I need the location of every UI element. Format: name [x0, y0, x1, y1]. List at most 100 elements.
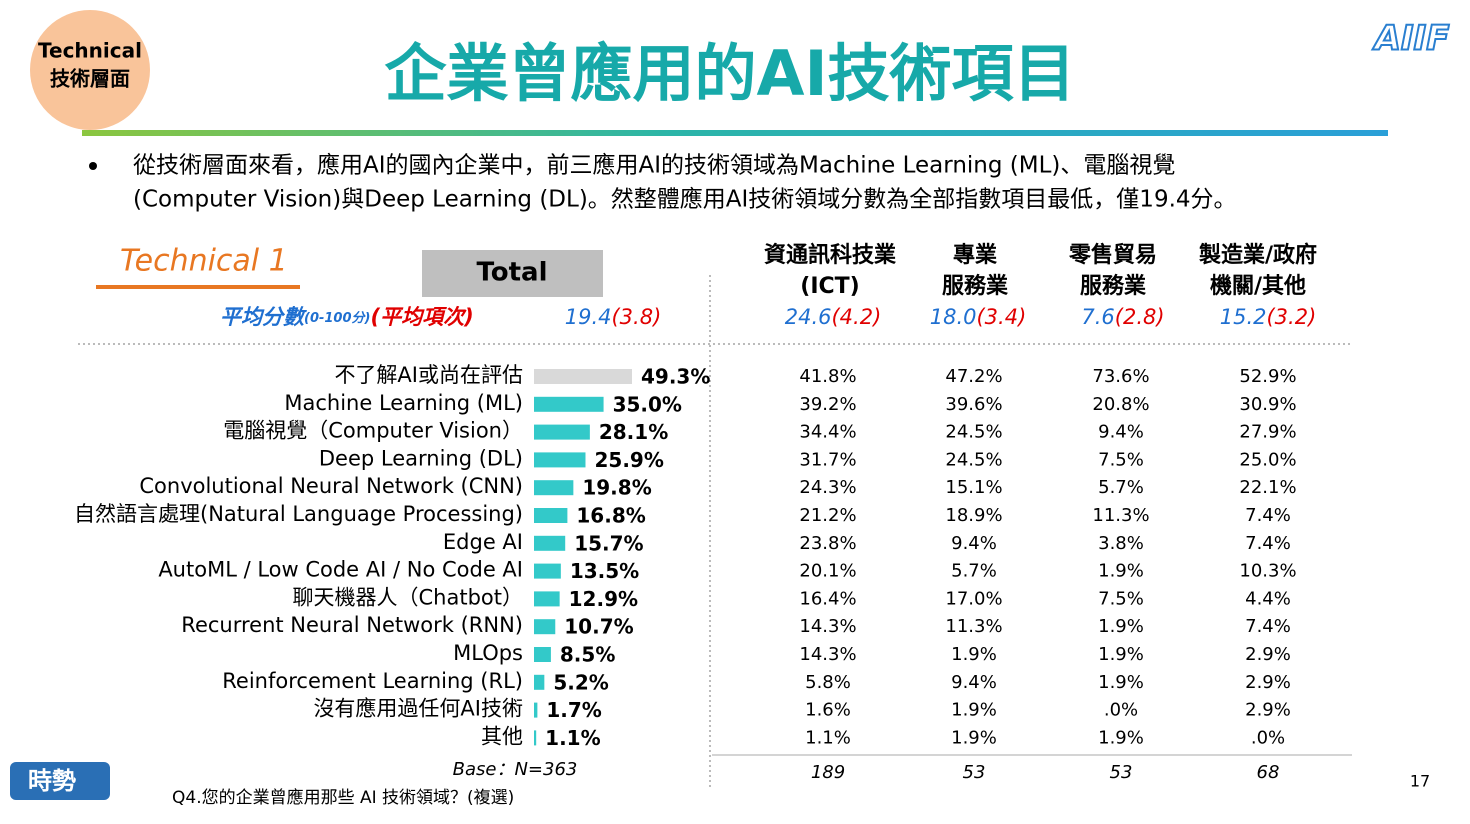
table-cell: 1.9% [1098, 616, 1144, 637]
score-value: 18.0 [930, 305, 977, 329]
badge-text: 技術層面 [50, 67, 130, 91]
score-rank: (4.2) [831, 305, 881, 329]
table-cell: 20.1% [799, 561, 856, 582]
bar [534, 535, 566, 551]
table-cell: 7.4% [1245, 505, 1291, 526]
table-cell: 1.1% [805, 727, 851, 748]
bar [534, 369, 632, 384]
page-number: 17 [1410, 772, 1430, 791]
table-cell: 1.6% [805, 700, 851, 721]
score-rank: (2.8) [1115, 305, 1165, 329]
column-header: 資通訊科技業 [764, 242, 897, 268]
bar [534, 452, 586, 468]
score-label: 平均分數(0-100分)(平均項次) [220, 305, 474, 329]
value-label: 1.1% [545, 726, 600, 750]
table-cell: 1.9% [951, 700, 997, 721]
table-cell: 2.9% [1245, 644, 1291, 665]
table-cell: 4.4% [1245, 588, 1291, 609]
bullet-text: 從技術層面來看，應用AI的國內企業中，前三應用AI的技術領域為Machine L… [133, 153, 1175, 179]
score-value: 19.4 [565, 305, 612, 329]
value-label: 5.2% [553, 670, 608, 694]
table-cell: 18.9% [945, 505, 1002, 526]
bar [534, 480, 574, 496]
table-cell: 23.8% [799, 533, 856, 554]
table-cell: 24.3% [799, 477, 856, 498]
table-cell: 5.7% [951, 561, 997, 582]
table-cell: 21.2% [799, 505, 856, 526]
column-header: 機關/其他 [1210, 274, 1306, 299]
table-cell: 31.7% [799, 449, 856, 470]
table-cell: 1.9% [1098, 644, 1144, 665]
table-cell: 24.5% [945, 449, 1002, 470]
base-cell: 189 [811, 762, 845, 783]
category-label: Convolutional Neural Network (CNN) [139, 474, 523, 498]
category-label: Deep Learning (DL) [319, 446, 523, 470]
value-label: 25.9% [594, 448, 663, 472]
category-label: 其他 [481, 724, 523, 748]
table-cell: 7.5% [1098, 588, 1144, 609]
bullet-text: (Computer Vision)與Deep Learning (DL)。然整體… [133, 187, 1237, 213]
total-box [422, 250, 603, 297]
category-label: 電腦視覺（Computer Vision） [223, 419, 523, 443]
badge-text: Technical [38, 39, 142, 63]
table-cell: 1.9% [1098, 727, 1144, 748]
base-cell: Base：N=363 [453, 759, 578, 780]
score: 24.6(4.2) [785, 305, 882, 329]
table-cell: 7.4% [1245, 616, 1291, 637]
table-cell: 16.4% [799, 588, 856, 609]
table-cell: 1.9% [951, 644, 997, 665]
category-label: 聊天機器人（Chatbot） [293, 585, 524, 609]
divider [82, 130, 1388, 136]
table-cell: 5.7% [1098, 477, 1144, 498]
table-cell: 34.4% [799, 422, 856, 443]
score-rank: (3.4) [976, 305, 1026, 329]
value-label: 10.7% [564, 615, 633, 639]
table-cell: 14.3% [799, 644, 856, 665]
section: Technical 1 [120, 244, 288, 279]
column-header: 服務業 [942, 273, 1009, 299]
title: 企業曾應用的AI技術項目 [384, 37, 1075, 110]
bullet-dot [89, 162, 97, 170]
bar [534, 563, 561, 579]
column-header: 服務業 [1080, 273, 1147, 299]
brand: 時勢 [28, 767, 76, 795]
table-cell: 10.3% [1239, 561, 1296, 582]
category-label: 沒有應用過任何AI技術 [313, 697, 523, 721]
category-label: MLOps [453, 641, 523, 665]
base-cell: 68 [1257, 762, 1280, 783]
score-rank: (3.2) [1266, 305, 1316, 329]
table-cell: 41.8% [799, 366, 856, 387]
table-cell: 47.2% [945, 366, 1002, 387]
footnote: Q4.您的企業曾應用那些 AI 技術領域？(複選) [172, 787, 514, 808]
total-header: Total [476, 258, 547, 288]
table-cell: 14.3% [799, 616, 856, 637]
value-label: 8.5% [560, 643, 615, 667]
category-label: Edge AI [443, 530, 523, 554]
table-cell: 11.3% [945, 616, 1002, 637]
category-label: Machine Learning (ML) [284, 391, 523, 415]
score: 15.2(3.2) [1220, 305, 1317, 329]
value-label: 12.9% [569, 587, 638, 611]
category-label: Recurrent Neural Network (RNN) [181, 613, 523, 637]
column-header: 專業 [953, 242, 998, 268]
table-cell: 5.8% [805, 672, 851, 693]
badge [30, 10, 150, 130]
value-label: 19.8% [582, 476, 651, 500]
category-label: 不了解AI或尚在評估 [334, 363, 523, 387]
bar [534, 424, 590, 440]
table-cell: .0% [1251, 727, 1285, 748]
bar [534, 702, 538, 718]
table-cell: 9.4% [951, 672, 997, 693]
value-label: 49.3% [641, 365, 710, 389]
logo: AIIF [1372, 19, 1450, 59]
bar [534, 508, 568, 523]
table-cell: 39.6% [945, 394, 1002, 415]
table-cell: 52.9% [1239, 366, 1296, 387]
bar [534, 730, 537, 746]
table-cell: 7.5% [1098, 449, 1144, 470]
value-label: 13.5% [570, 559, 639, 583]
table-cell: 30.9% [1239, 394, 1296, 415]
table-cell: 17.0% [945, 588, 1002, 609]
column-header: 零售貿易 [1068, 242, 1157, 268]
